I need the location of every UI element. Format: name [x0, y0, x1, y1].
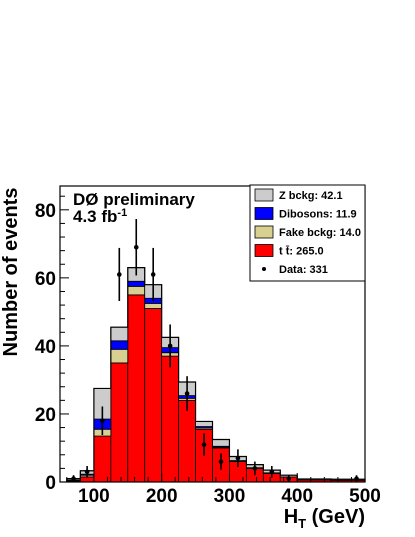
x-axis-title: HT (GeV) — [284, 506, 365, 531]
y-tick-label-40: 40 — [35, 337, 56, 358]
y-tick-label-20: 20 — [35, 405, 56, 426]
legend-marker-data — [262, 267, 266, 271]
legend-swatch-zbckg — [254, 188, 274, 202]
bar-ttbar-bin-1 — [79, 476, 95, 483]
bar-ttbar-bin-3 — [110, 362, 129, 483]
data-point-5 — [150, 272, 156, 277]
bar-ttbar-bin-5 — [144, 308, 163, 483]
bar-fake-bin-4 — [127, 285, 146, 296]
data-point-10 — [235, 455, 241, 461]
legend-label-fake: Fake bckg: 14.0 — [279, 227, 361, 239]
data-point-11 — [252, 466, 258, 471]
data-points — [71, 219, 359, 482]
legend-label-data: Data: 331 — [279, 264, 328, 276]
plot-frame — [59, 185, 366, 483]
data-point-12 — [269, 469, 275, 475]
bar-dibosons-bin-3 — [110, 340, 129, 350]
data-point-0 — [71, 476, 76, 481]
data-point-6 — [167, 343, 173, 349]
legend-label-ttbar: t t̄: 265.0 — [279, 246, 324, 258]
bar-fake-bin-5 — [144, 302, 163, 309]
data-point-7 — [184, 391, 190, 396]
legend-label-dibosons: Dibosons: 11.9 — [279, 209, 357, 221]
y-axis-title: Number of events — [0, 188, 22, 357]
y-tick-label-0: 0 — [45, 473, 56, 494]
x-tick-label-100: 100 — [78, 486, 110, 507]
legend-swatch-dibosons — [254, 207, 274, 220]
bar-zbckg-bin-9 — [212, 439, 230, 447]
data-point-8 — [201, 442, 207, 447]
x-tick-label-200: 200 — [146, 486, 178, 507]
experiment-label: DØ preliminary — [73, 190, 195, 209]
legend-swatch-ttbar — [254, 244, 274, 257]
bar-ttbar-bin-2 — [93, 435, 112, 483]
data-point-14 — [354, 476, 359, 481]
legend-swatch-fake — [254, 225, 274, 239]
data-point-2 — [100, 418, 105, 424]
y-tick-label-60: 60 — [35, 269, 56, 290]
bar-fake-bin-3 — [110, 348, 129, 364]
x-tick-label-400: 400 — [281, 486, 313, 507]
luminosity-label: 4.3 fb-1 — [73, 207, 127, 226]
bar-zbckg-bin-8 — [195, 421, 213, 427]
x-tick-label-300: 300 — [214, 486, 246, 507]
data-point-4 — [133, 244, 139, 250]
data-point-9 — [218, 459, 224, 464]
data-point-3 — [117, 272, 122, 277]
legend-label-zbckg: Z bckg: 42.1 — [279, 190, 343, 202]
bar-ttbar-bin-6 — [161, 355, 180, 483]
data-point-13 — [286, 476, 292, 481]
histogram-outline — [66, 267, 366, 482]
axis-ticks: 100 200 300 400 500 0 20 40 60 80 — [35, 195, 381, 507]
legend: Z bckg: 42.1 Dibosons: 11.9 Fake bckg: 14.… — [249, 184, 366, 282]
bar-ttbar-bin-7 — [178, 399, 196, 483]
y-tick-label-80: 80 — [35, 201, 56, 222]
stacked-histogram — [66, 267, 366, 483]
bar-ttbar-bin-4 — [127, 294, 146, 483]
total-outline — [66, 267, 366, 482]
data-point-1 — [84, 469, 90, 475]
bar-dibosons-bin-4 — [127, 280, 146, 287]
bar-zbckg-bin-3 — [110, 326, 129, 342]
x-tick-label-500: 500 — [349, 486, 381, 507]
